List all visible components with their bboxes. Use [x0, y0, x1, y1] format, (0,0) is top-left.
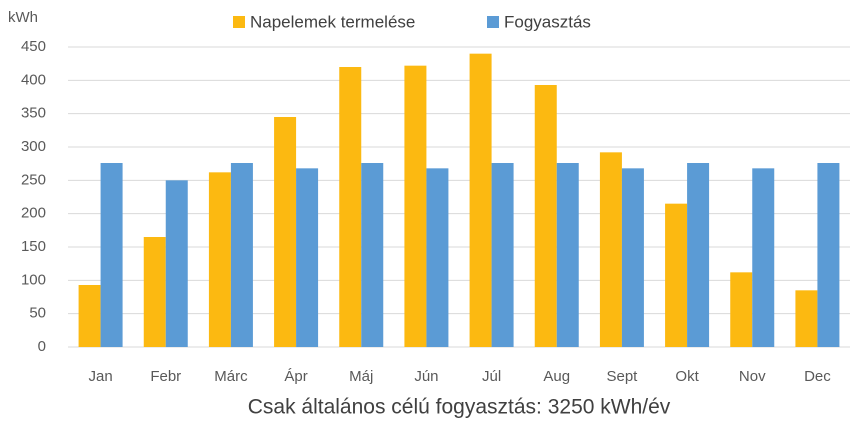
legend-swatch — [487, 16, 499, 28]
x-tick-label: Febr — [150, 368, 181, 385]
bar — [534, 85, 557, 347]
y-tick-label: 400 — [21, 71, 46, 88]
bar — [339, 67, 362, 347]
bar — [230, 163, 253, 347]
bar — [78, 285, 101, 347]
y-tick-label: 0 — [38, 338, 46, 355]
x-tick-label: Dec — [804, 368, 831, 385]
x-axis-title: Csak általános célú fogyasztás: 3250 kWh… — [248, 396, 671, 419]
bar — [817, 163, 840, 347]
y-tick-label: 300 — [21, 138, 46, 155]
y-tick-label: 100 — [21, 271, 46, 288]
x-tick-label: Aug — [543, 368, 570, 385]
y-tick-label: 250 — [21, 171, 46, 188]
x-tick-label: Okt — [675, 368, 699, 385]
y-tick-label: 150 — [21, 238, 46, 255]
bar — [208, 172, 231, 347]
bar — [165, 180, 188, 347]
bar — [556, 163, 579, 347]
bar — [100, 163, 123, 347]
bar — [599, 152, 622, 347]
x-tick-label: Sept — [606, 368, 638, 385]
y-axis-label: kWh — [8, 9, 38, 26]
legend-label: Napelemek termelése — [250, 12, 415, 31]
x-tick-label: Márc — [214, 368, 248, 385]
x-tick-label: Júl — [482, 368, 501, 385]
bar — [426, 168, 449, 347]
x-tick-label: Jan — [88, 368, 112, 385]
bar — [143, 237, 166, 347]
y-tick-label: 450 — [21, 38, 46, 55]
y-tick-label: 200 — [21, 205, 46, 222]
x-tick-label: Ápr — [284, 368, 307, 385]
legend-swatch — [233, 16, 245, 28]
bar — [752, 168, 775, 347]
bar — [469, 53, 492, 348]
x-tick-label: Jún — [414, 368, 438, 385]
bar — [296, 168, 319, 347]
bar — [687, 163, 710, 347]
bar — [795, 290, 818, 347]
bar — [730, 272, 753, 347]
bar — [621, 168, 644, 347]
x-tick-label: Nov — [739, 368, 766, 385]
bar — [665, 203, 688, 347]
bar — [361, 163, 384, 347]
bar — [491, 163, 514, 347]
bar — [274, 117, 297, 347]
bar — [404, 65, 427, 348]
y-tick-label: 50 — [29, 305, 46, 322]
y-tick-label: 350 — [21, 105, 46, 122]
legend-label: Fogyasztás — [504, 12, 591, 31]
x-tick-label: Máj — [349, 368, 373, 385]
